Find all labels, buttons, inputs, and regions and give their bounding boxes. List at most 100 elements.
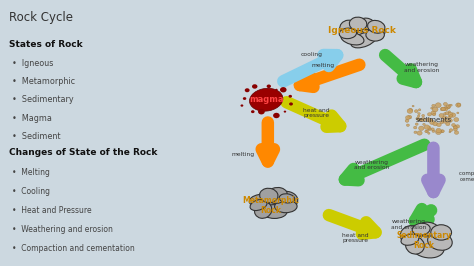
Circle shape [273, 113, 280, 118]
Circle shape [275, 89, 278, 91]
Circle shape [421, 118, 426, 122]
Circle shape [428, 132, 430, 134]
Circle shape [447, 107, 449, 109]
Ellipse shape [406, 236, 424, 254]
Circle shape [449, 131, 451, 133]
Ellipse shape [401, 234, 419, 245]
Circle shape [418, 113, 420, 115]
Circle shape [428, 128, 431, 131]
Text: •  Sediment: • Sediment [12, 132, 61, 141]
Circle shape [412, 105, 414, 107]
Text: Sedimentary
Rock: Sedimentary Rock [396, 231, 451, 250]
Circle shape [426, 130, 428, 133]
Circle shape [422, 114, 425, 117]
Circle shape [435, 103, 441, 107]
Circle shape [431, 107, 433, 109]
Text: •  Metamorphic: • Metamorphic [12, 77, 75, 86]
Circle shape [419, 109, 421, 111]
Ellipse shape [412, 223, 430, 235]
Circle shape [444, 113, 446, 115]
Circle shape [449, 129, 453, 131]
Ellipse shape [366, 29, 384, 41]
Text: •  Melting: • Melting [12, 168, 50, 177]
Ellipse shape [262, 205, 287, 218]
Circle shape [440, 130, 444, 133]
Text: Rock Cycle: Rock Cycle [9, 11, 73, 24]
Circle shape [457, 103, 461, 106]
Circle shape [408, 115, 412, 119]
Circle shape [439, 114, 444, 118]
Text: •  Sedimentary: • Sedimentary [12, 95, 73, 105]
Circle shape [452, 123, 456, 127]
Text: •  Compaction and cementation: • Compaction and cementation [12, 244, 135, 253]
Ellipse shape [419, 222, 441, 236]
Circle shape [448, 104, 451, 106]
Circle shape [446, 122, 450, 126]
Circle shape [440, 107, 444, 111]
Text: States of Rock: States of Rock [9, 40, 82, 49]
Ellipse shape [428, 232, 452, 250]
Circle shape [428, 113, 431, 116]
Circle shape [455, 131, 459, 134]
Circle shape [289, 102, 293, 106]
Circle shape [289, 95, 292, 98]
Text: •  Heat and Pressure: • Heat and Pressure [12, 206, 91, 215]
Text: magma: magma [249, 95, 283, 104]
Ellipse shape [250, 199, 267, 211]
Circle shape [414, 110, 418, 113]
Circle shape [417, 131, 422, 135]
Ellipse shape [351, 32, 377, 48]
Ellipse shape [274, 200, 297, 213]
Circle shape [419, 126, 424, 130]
Circle shape [443, 107, 448, 111]
Circle shape [436, 128, 441, 133]
Ellipse shape [349, 17, 367, 31]
Circle shape [441, 107, 446, 111]
Circle shape [409, 109, 412, 111]
Ellipse shape [425, 228, 450, 243]
Text: Changes of State of the Rock: Changes of State of the Rock [9, 148, 157, 157]
Circle shape [407, 109, 413, 113]
Circle shape [252, 84, 257, 89]
Circle shape [243, 97, 246, 100]
Circle shape [437, 123, 441, 127]
Text: weathering
and erosion: weathering and erosion [354, 160, 390, 170]
Ellipse shape [249, 88, 283, 111]
Circle shape [454, 126, 457, 128]
Circle shape [414, 131, 417, 134]
Circle shape [456, 103, 461, 107]
Circle shape [448, 112, 453, 116]
Ellipse shape [401, 226, 422, 244]
Circle shape [447, 116, 451, 119]
Circle shape [431, 128, 434, 131]
Ellipse shape [249, 194, 270, 207]
Circle shape [454, 126, 457, 129]
Circle shape [449, 115, 453, 117]
Circle shape [448, 111, 451, 113]
Circle shape [453, 128, 457, 131]
Circle shape [413, 126, 417, 129]
Circle shape [406, 124, 410, 126]
Ellipse shape [345, 19, 376, 45]
Ellipse shape [361, 23, 385, 37]
Circle shape [442, 119, 448, 123]
Circle shape [444, 107, 447, 109]
Circle shape [418, 119, 420, 121]
Ellipse shape [266, 188, 287, 203]
Text: melting: melting [232, 152, 255, 157]
Ellipse shape [341, 32, 364, 45]
Circle shape [433, 113, 436, 116]
Circle shape [445, 112, 449, 115]
Circle shape [454, 118, 459, 122]
Text: Igneous Rock: Igneous Rock [328, 26, 396, 35]
Circle shape [251, 110, 255, 113]
Circle shape [284, 111, 286, 113]
Ellipse shape [260, 188, 278, 203]
Ellipse shape [367, 20, 385, 33]
Ellipse shape [339, 28, 356, 39]
Ellipse shape [255, 193, 287, 214]
Circle shape [446, 105, 451, 109]
Circle shape [450, 104, 452, 106]
Text: •  Cooling: • Cooling [12, 187, 50, 196]
Circle shape [456, 125, 460, 128]
